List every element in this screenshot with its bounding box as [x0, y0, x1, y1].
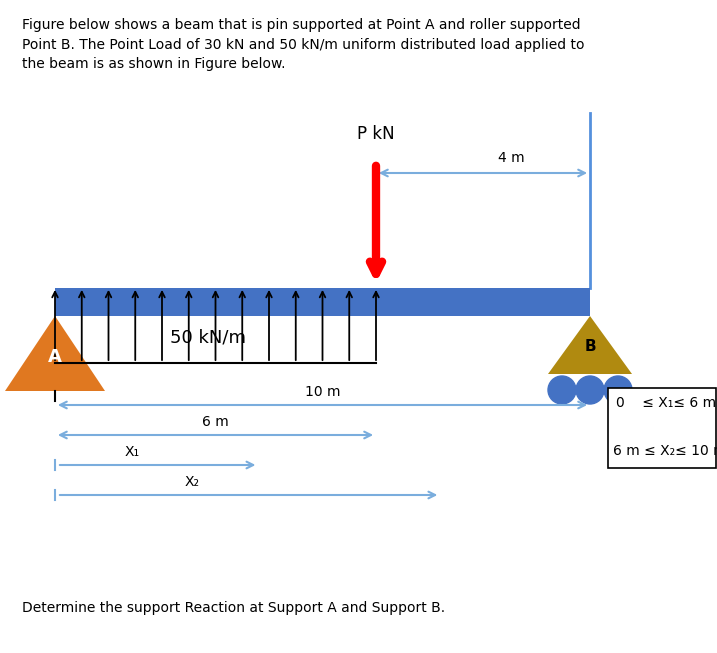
Text: P kN: P kN	[357, 125, 395, 143]
Text: X₁: X₁	[125, 445, 140, 459]
Text: 10 m: 10 m	[305, 385, 341, 399]
Text: Figure below shows a beam that is pin supported at Point A and roller supported
: Figure below shows a beam that is pin su…	[22, 18, 584, 71]
Circle shape	[604, 376, 632, 404]
Text: 6 m ≤ X₂≤ 10 m: 6 m ≤ X₂≤ 10 m	[613, 444, 717, 458]
Bar	[55, 288, 590, 316]
Text: X₂: X₂	[185, 475, 200, 489]
Circle shape	[576, 376, 604, 404]
Circle shape	[548, 376, 576, 404]
Polygon shape	[5, 316, 105, 391]
Text: 50 kN/m: 50 kN/m	[170, 329, 246, 347]
Text: 6 m: 6 m	[202, 415, 229, 429]
Text: A: A	[48, 348, 62, 366]
Bar	[608, 388, 716, 468]
Polygon shape	[548, 316, 632, 374]
Text: 4 m: 4 m	[498, 151, 525, 165]
Text: Determine the support Reaction at Support A and Support B.: Determine the support Reaction at Suppor…	[22, 601, 445, 615]
Text: B: B	[584, 339, 596, 354]
Text: 0    ≤ X₁≤ 6 m: 0 ≤ X₁≤ 6 m	[616, 396, 716, 410]
